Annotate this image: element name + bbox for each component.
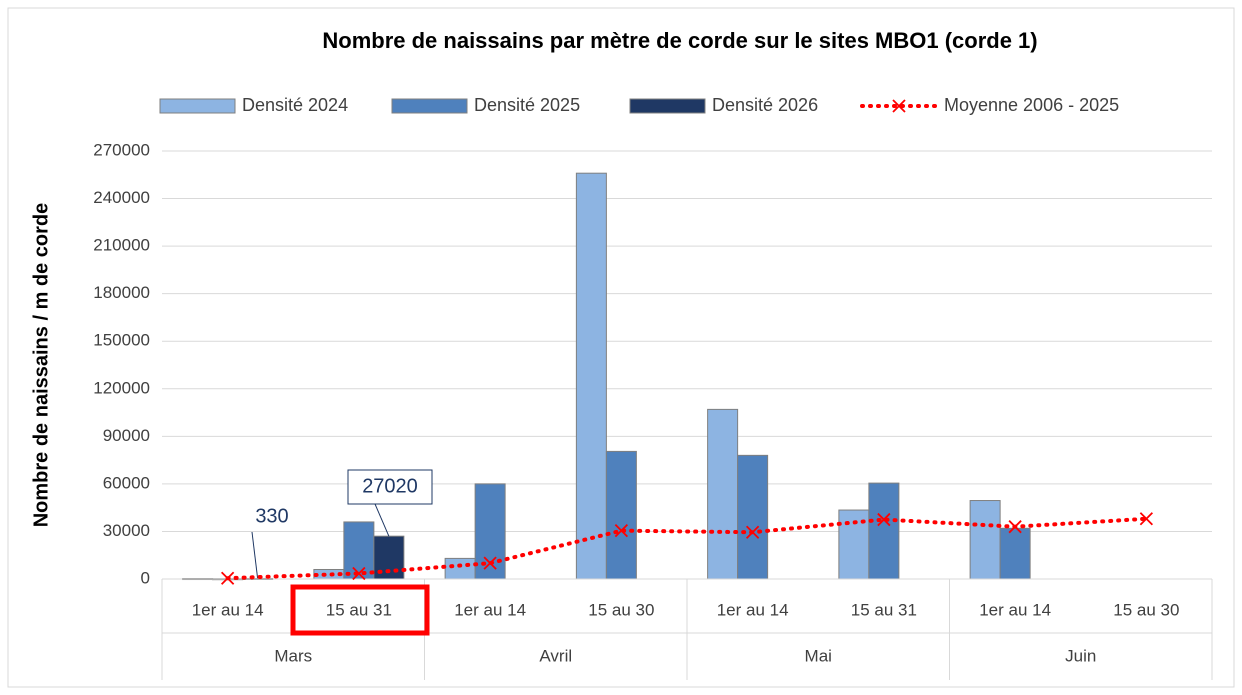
y-tick-label: 0 — [141, 568, 150, 587]
legend-swatch — [391, 98, 468, 114]
x-tick-label: 15 au 31 — [326, 600, 392, 619]
line-marker — [892, 99, 906, 113]
x-tick-label: 1er au 14 — [192, 600, 264, 619]
bar — [343, 521, 375, 580]
x-tick-label: 15 au 30 — [588, 600, 654, 619]
x-tick-label: 15 au 31 — [851, 600, 917, 619]
y-tick-label: 60000 — [103, 473, 150, 492]
bar — [575, 172, 607, 580]
x-tick-label: 1er au 14 — [454, 600, 526, 619]
group-label: Mai — [805, 646, 832, 665]
label-box — [347, 469, 433, 505]
line-marker — [1139, 512, 1154, 526]
bar — [737, 454, 769, 580]
y-tick-label: 150000 — [93, 331, 150, 350]
bar — [444, 557, 476, 580]
legend-swatch — [629, 98, 706, 114]
line-marker — [745, 525, 760, 539]
y-axis-title: Nombre de naissains / m de corde — [30, 203, 52, 528]
y-tick-label: 270000 — [93, 140, 150, 159]
y-tick-label: 30000 — [103, 521, 150, 540]
label-leader — [251, 531, 259, 579]
line-marker — [877, 512, 891, 527]
line-marker — [483, 556, 497, 570]
legend-swatch — [159, 98, 236, 114]
legend-label: Densité 2025 — [474, 95, 580, 115]
bar — [707, 408, 739, 580]
x-tick-label: 1er au 14 — [979, 600, 1051, 619]
x-tick-label: 15 au 30 — [1113, 600, 1179, 619]
y-tick-label: 240000 — [93, 188, 150, 207]
y-tick-label: 90000 — [103, 426, 150, 445]
bar — [868, 482, 900, 580]
y-tick-label: 120000 — [93, 378, 150, 397]
label-leader — [374, 503, 390, 537]
legend-label: Densité 2026 — [712, 95, 818, 115]
line-marker — [614, 524, 629, 538]
line-marker — [1008, 520, 1022, 534]
group-label: Mars — [274, 646, 312, 665]
bar — [999, 527, 1031, 580]
y-tick-label: 180000 — [93, 283, 150, 302]
group-label: Avril — [539, 646, 572, 665]
data-label: 330 — [255, 505, 288, 527]
group-label: Juin — [1065, 646, 1096, 665]
legend-label: Moyenne 2006 - 2025 — [944, 95, 1119, 115]
line — [225, 516, 1149, 581]
y-tick-label: 210000 — [93, 236, 150, 255]
bar — [969, 500, 1001, 580]
line-marker — [220, 571, 235, 585]
bar — [605, 450, 637, 580]
data-label: 27020 — [362, 475, 418, 497]
bar — [474, 483, 506, 580]
highlight-box — [290, 584, 430, 636]
x-tick-label: 1er au 14 — [717, 600, 789, 619]
chart-title: Nombre de naissains par mètre de corde s… — [322, 28, 1037, 53]
legend-label: Densité 2024 — [242, 95, 348, 115]
line-marker — [352, 566, 366, 581]
